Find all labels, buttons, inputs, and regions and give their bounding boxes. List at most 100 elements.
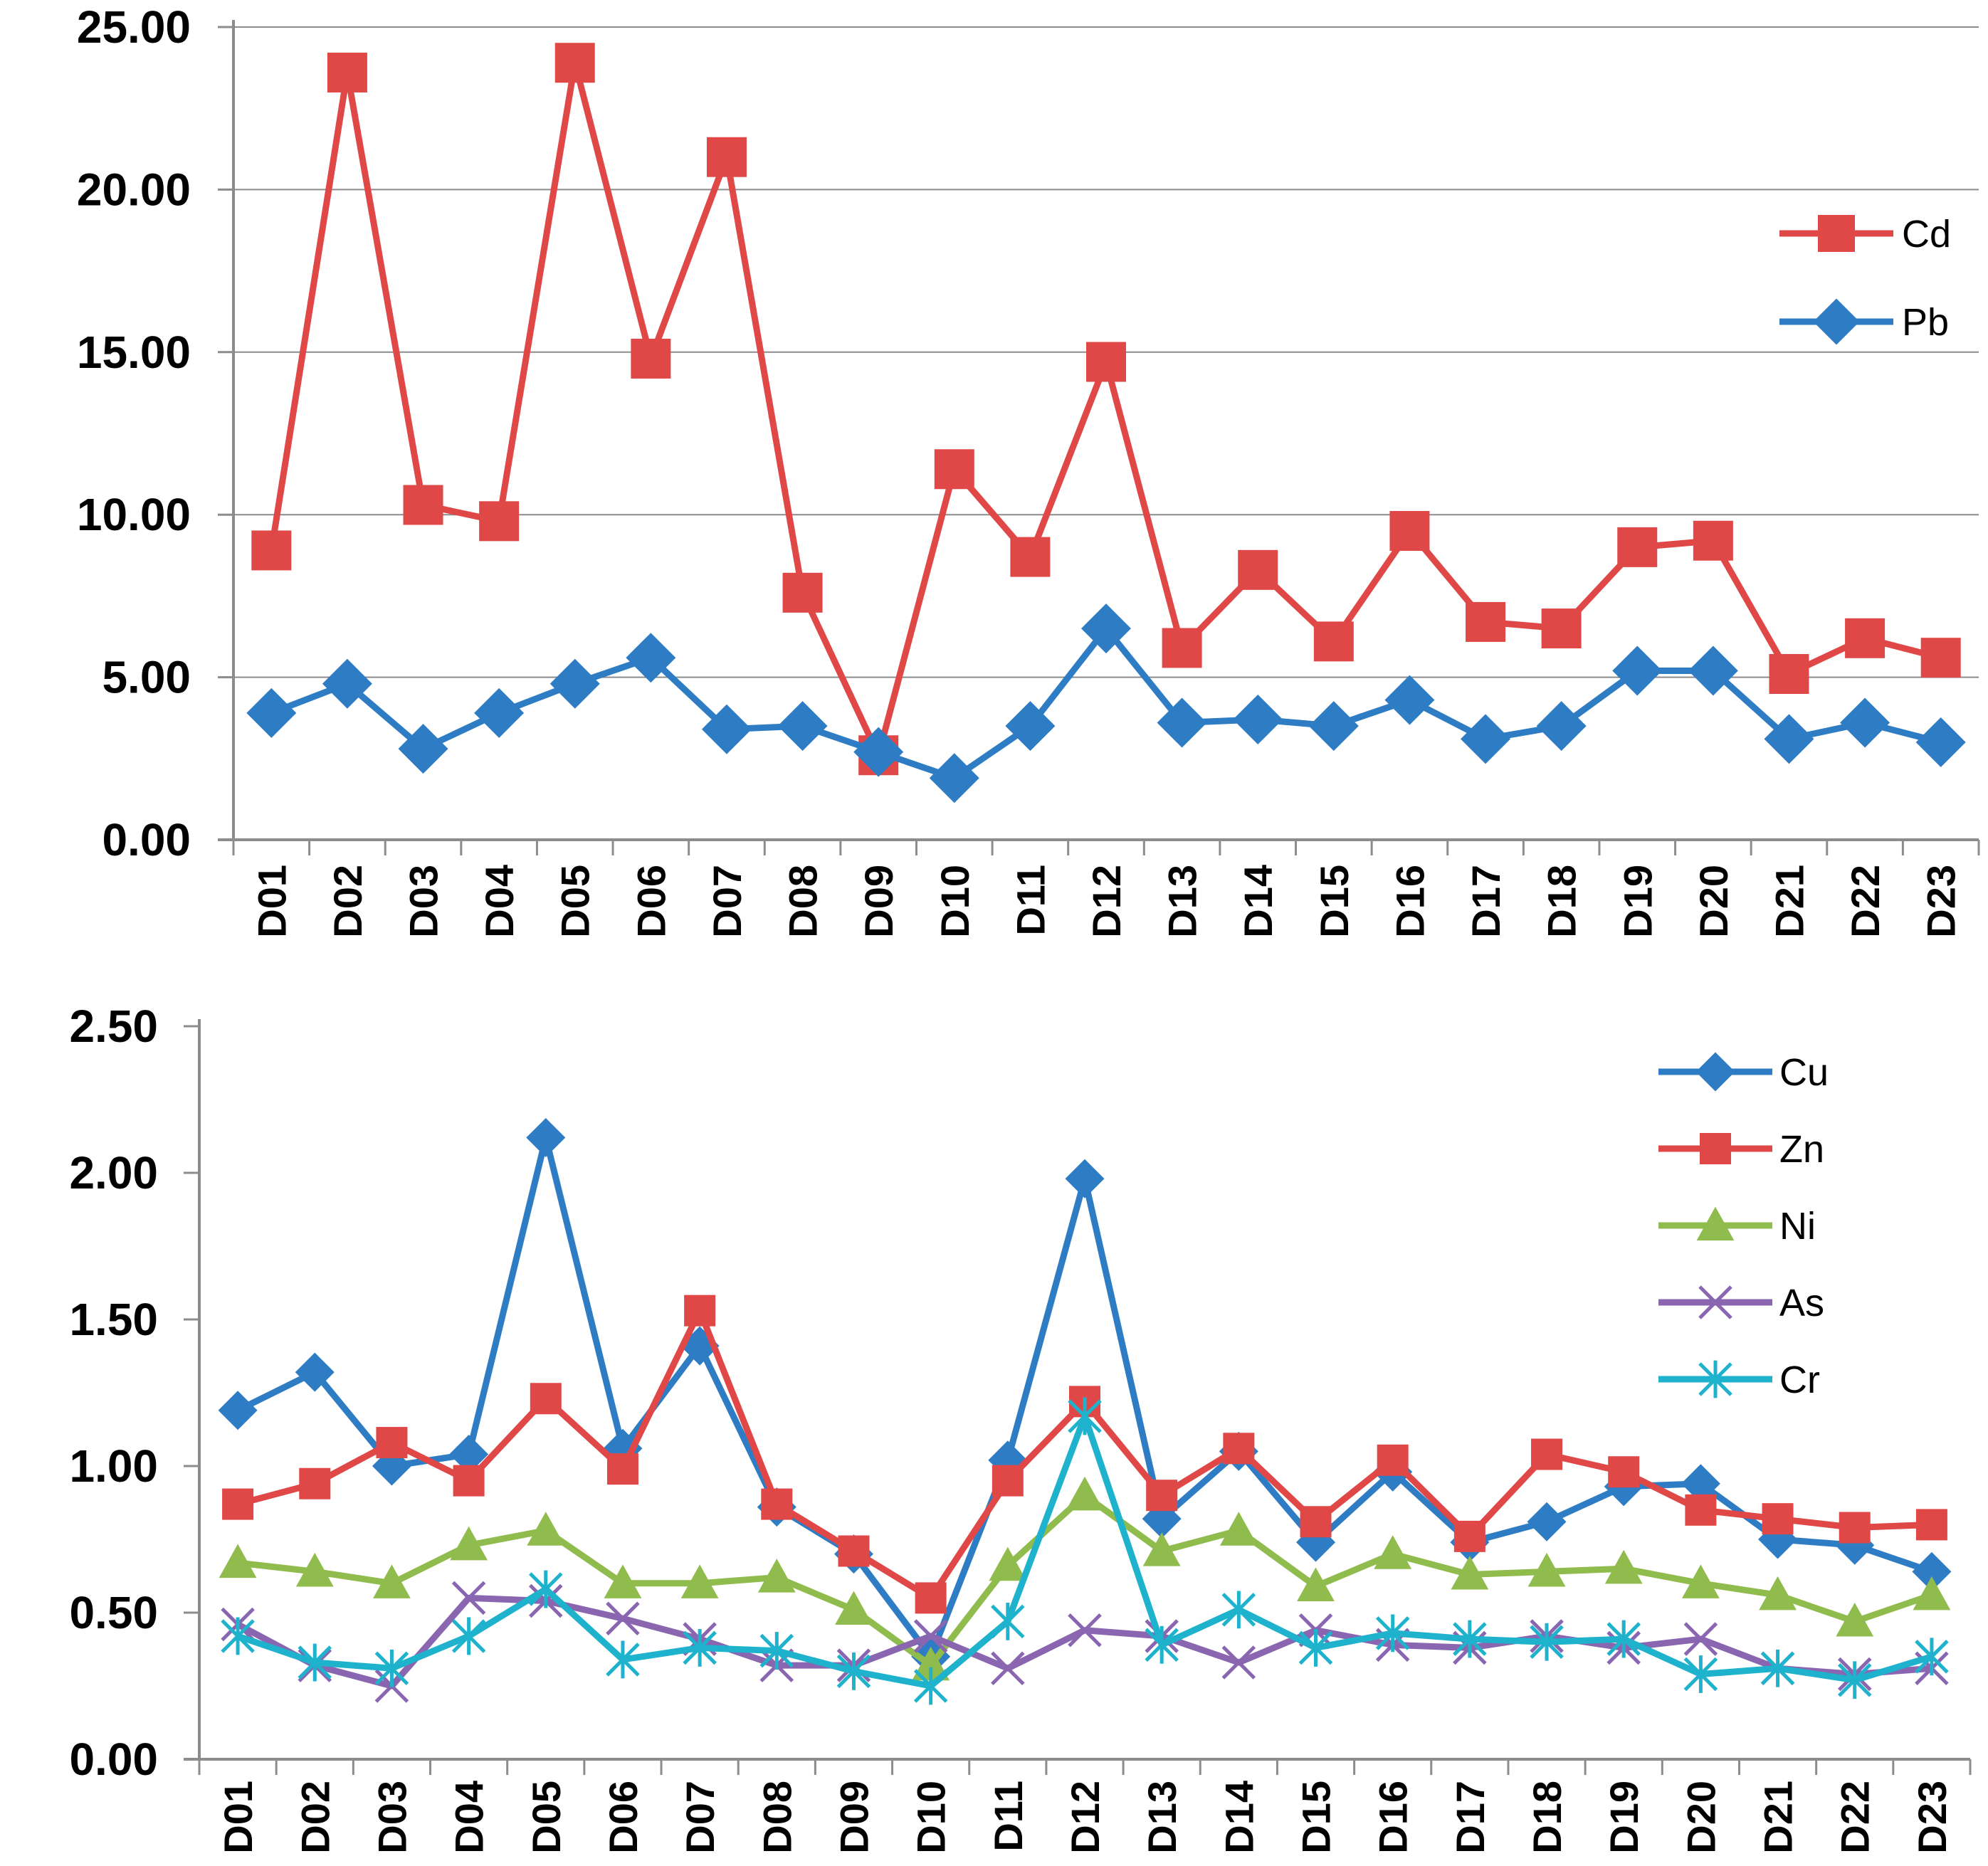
data-point-cu	[218, 1391, 258, 1430]
x-tick-label: D03	[401, 865, 446, 938]
y-tick-label: 2.00	[69, 1147, 158, 1198]
x-tick-label: D03	[369, 1781, 414, 1854]
data-point-zn	[530, 1383, 562, 1415]
x-tick-label: D01	[216, 1781, 261, 1854]
y-tick-label: 5.00	[102, 652, 191, 703]
data-point-ni	[1681, 1564, 1720, 1598]
data-point-zn	[838, 1535, 870, 1567]
data-point-as	[1221, 1645, 1256, 1680]
data-point-cd	[251, 530, 292, 571]
data-point-ni	[373, 1564, 411, 1598]
data-point-ni	[835, 1591, 873, 1625]
data-point-cd	[706, 137, 747, 177]
y-tick-label: 10.00	[77, 489, 191, 540]
x-tick-label: D23	[1919, 865, 1964, 938]
x-tick-label: D14	[1236, 865, 1280, 938]
data-point-cr	[1760, 1649, 1795, 1687]
data-point-cu	[449, 1435, 489, 1475]
x-tick-label: D12	[1084, 865, 1129, 938]
data-point-zn	[1685, 1494, 1717, 1526]
data-point-cu	[526, 1118, 566, 1158]
data-point-cr	[991, 1602, 1025, 1640]
data-point-as	[1683, 1622, 1718, 1656]
data-point-ni	[1219, 1512, 1258, 1546]
series-cr	[221, 1397, 1949, 1705]
data-point-cd	[1617, 527, 1658, 567]
data-point-zn	[915, 1582, 947, 1614]
data-point-cd	[1541, 608, 1582, 649]
data-point-ni	[912, 1646, 950, 1681]
data-point-pb	[1536, 701, 1587, 752]
data-point-cr	[1530, 1623, 1564, 1661]
data-point-ni	[604, 1564, 642, 1598]
y-tick-label: 0.00	[69, 1734, 158, 1785]
legend-label: Ni	[1779, 1205, 1816, 1248]
data-point-pb	[1308, 701, 1359, 752]
x-tick-label: D18	[1525, 1781, 1569, 1854]
data-point-ni	[1604, 1549, 1643, 1584]
data-point-ni	[757, 1559, 796, 1593]
chart-bottom-metals: 0.00 0.50 1.00 1.50 2.00 2.50 D01 D02 D03 D04 D05 D…	[69, 1001, 1972, 1854]
data-point-ni	[1451, 1556, 1489, 1590]
legend: Cu Zn Ni As Cr	[1658, 1051, 1829, 1401]
series-pb	[246, 603, 1966, 803]
data-point-cr	[1915, 1638, 1949, 1676]
x-tick-label: D11	[1008, 865, 1053, 936]
x-tick-label: D10	[909, 1781, 954, 1854]
data-point-cu	[1065, 1159, 1105, 1198]
data-point-zn	[606, 1453, 638, 1485]
data-point-pb	[322, 658, 372, 709]
x-tick-label: D01	[249, 865, 294, 938]
data-point-zn	[1762, 1503, 1794, 1535]
data-point-cd	[1693, 520, 1733, 561]
x-tick-label: D13	[1160, 865, 1205, 938]
data-point-cr	[1068, 1397, 1102, 1435]
legend-marker-cr	[1698, 1360, 1732, 1398]
x-tick-label: D06	[629, 865, 673, 938]
data-point-ni	[1759, 1576, 1797, 1611]
data-point-ni	[1297, 1567, 1335, 1602]
legend-marker-ni	[1696, 1206, 1735, 1241]
data-point-ni	[1913, 1576, 1951, 1611]
x-tick-label: D22	[1833, 1781, 1878, 1854]
legend-label: Pb	[1902, 301, 1949, 344]
data-point-pb	[1915, 717, 1966, 767]
data-point-as	[1068, 1613, 1102, 1648]
x-tick-label: D22	[1843, 865, 1888, 938]
legend-marker-pb	[1813, 298, 1860, 345]
data-point-pb	[398, 724, 448, 774]
data-point-pb	[853, 727, 904, 777]
data-point-zn	[376, 1427, 408, 1459]
data-point-cd	[554, 43, 595, 83]
y-tick-label: 1.50	[69, 1294, 158, 1345]
data-point-cr	[683, 1629, 717, 1667]
data-point-cr	[1298, 1629, 1333, 1667]
data-point-cu	[295, 1352, 335, 1392]
data-point-cd	[631, 338, 671, 379]
data-point-zn	[684, 1295, 716, 1327]
data-point-pb	[474, 687, 525, 738]
data-point-cd	[1466, 601, 1506, 642]
chart-top-cd-pb: 0.00 5.00 10.00 15.00 20.00 25.00 D01 D02 D03 D04…	[77, 1, 1980, 938]
data-point-zn	[1223, 1433, 1255, 1465]
data-point-ni	[527, 1512, 565, 1546]
legend-label: Zn	[1779, 1128, 1824, 1171]
data-point-zn	[453, 1465, 485, 1497]
data-point-zn	[299, 1467, 331, 1499]
data-point-cd	[1769, 654, 1809, 695]
y-tick-label: 25.00	[77, 1, 191, 53]
data-point-pb	[626, 633, 676, 683]
legend-marker-cu	[1695, 1052, 1735, 1092]
data-point-cr	[374, 1649, 409, 1687]
data-point-pb	[1764, 714, 1814, 764]
x-tick-label: D17	[1463, 865, 1508, 938]
data-point-cr	[529, 1570, 563, 1608]
data-point-as	[451, 1581, 486, 1615]
data-point-pb	[1461, 714, 1511, 764]
data-point-pb	[1840, 697, 1890, 748]
y-tick-label: 1.00	[69, 1440, 158, 1492]
legend-label: As	[1779, 1282, 1824, 1324]
data-point-ni	[989, 1546, 1027, 1581]
data-point-cu	[1912, 1551, 1952, 1591]
